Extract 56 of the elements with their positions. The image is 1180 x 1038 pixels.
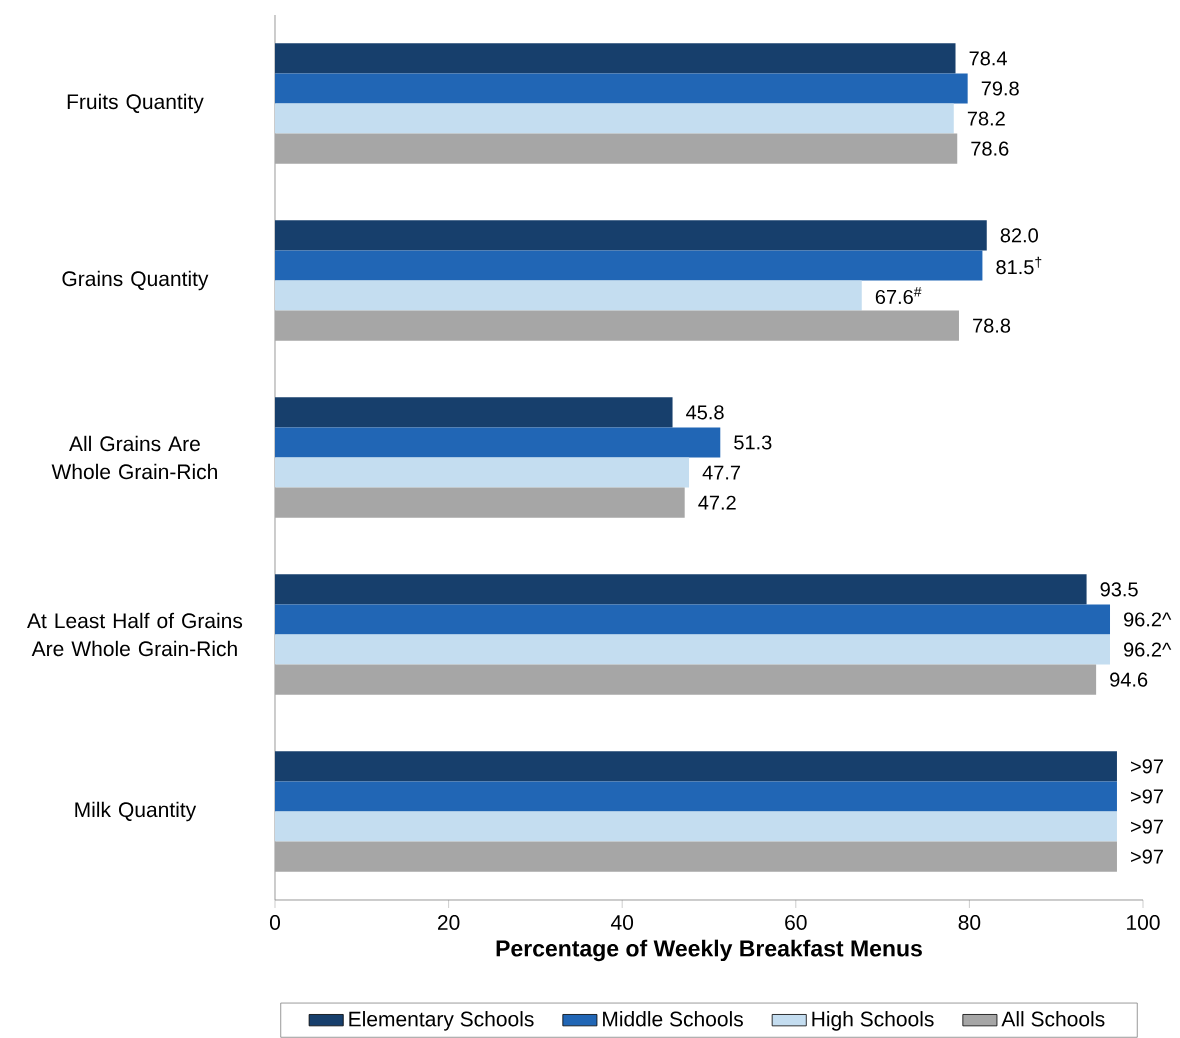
bar xyxy=(275,457,690,488)
bar xyxy=(275,487,685,518)
y-tick-label: At Least Half of Grains Are Whole Grain-Rich xyxy=(27,612,243,657)
x-tick-label: 20 xyxy=(437,915,460,930)
data-label: 78.4 xyxy=(969,51,1007,66)
x-tick-label: 60 xyxy=(785,915,807,930)
legend-label: Middle Schools xyxy=(603,1011,743,1027)
legend-label: Elementary Schools xyxy=(349,1011,534,1031)
bar xyxy=(275,43,956,74)
legend-label: All Schools xyxy=(1001,1011,1105,1027)
bar xyxy=(275,841,1117,872)
bar xyxy=(275,664,1097,695)
bar xyxy=(275,103,954,134)
bar xyxy=(275,751,1117,782)
data-label: 45.8 xyxy=(686,405,724,420)
y-tick-label: Milk Quantity xyxy=(75,801,197,822)
x-tick-label: 40 xyxy=(610,915,634,930)
data-label: 78.8 xyxy=(973,318,1011,333)
bar xyxy=(275,574,1087,605)
x-axis-title: Percentage of Weekly Breakfast Menus xyxy=(496,939,922,962)
data-label: 78.2 xyxy=(967,111,1005,126)
bar xyxy=(275,781,1117,812)
bar xyxy=(275,397,673,428)
bar xyxy=(275,634,1111,665)
x-tick-label: 80 xyxy=(958,915,981,930)
bar xyxy=(275,427,721,458)
data-label: 47.2 xyxy=(698,495,736,510)
data-label: >97 xyxy=(1131,849,1163,864)
legend-label: High Schools xyxy=(812,1011,934,1031)
x-tick-label: 100 xyxy=(1127,915,1160,930)
bar xyxy=(275,250,983,281)
data-label: 47.7 xyxy=(702,465,741,480)
data-label: >97 xyxy=(1131,759,1163,774)
data-label: 67.6$^{#}$ xyxy=(875,287,922,305)
data-label: 82.0 xyxy=(1000,228,1038,243)
data-label: 93.5 xyxy=(1100,582,1138,597)
bar xyxy=(275,133,958,164)
data-label: >97 xyxy=(1131,819,1163,834)
data-label: 96.2^ xyxy=(1124,642,1172,657)
data-label: 94.6 xyxy=(1110,672,1148,687)
data-label: 78.6 xyxy=(971,141,1009,156)
bar xyxy=(275,811,1117,842)
bar xyxy=(275,220,987,251)
data-label: 81.5$^{†}$ xyxy=(996,256,1042,275)
data-label: 96.2^ xyxy=(1124,612,1172,627)
bar xyxy=(275,73,968,104)
data-label: 79.8 xyxy=(981,81,1019,96)
data-label: >97 xyxy=(1131,789,1163,804)
bar xyxy=(275,310,959,341)
data-label: 51.3 xyxy=(734,435,772,450)
y-tick-label: Fruits Quantity xyxy=(67,93,204,114)
y-tick-label: All Grains Are Whole Grain-Rich xyxy=(51,435,217,480)
x-tick-label: 0 xyxy=(269,915,281,930)
y-tick-label: Grains Quantity xyxy=(62,270,209,291)
bar xyxy=(275,280,862,311)
bar xyxy=(275,604,1111,635)
